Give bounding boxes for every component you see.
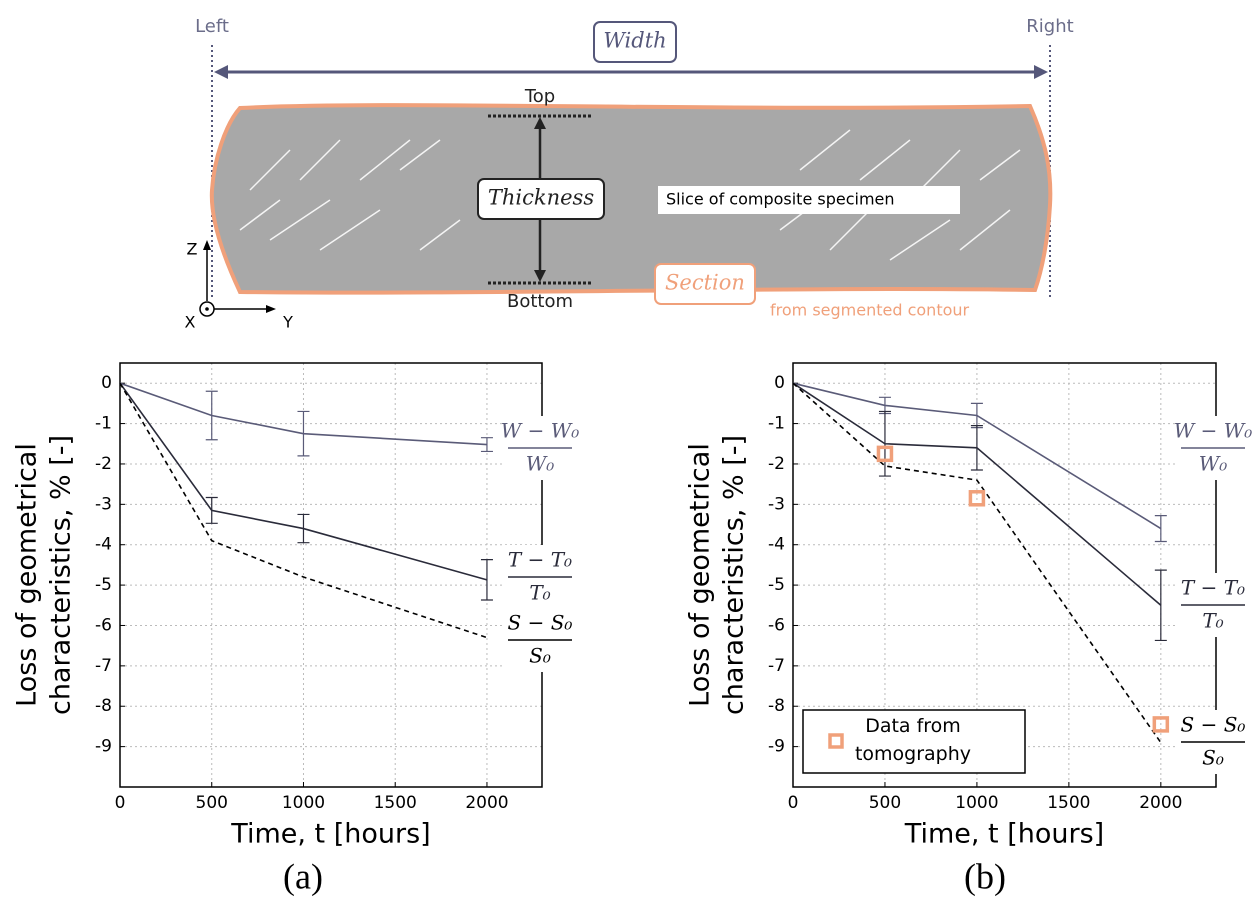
series-label: S₀ [529,644,551,668]
y-tick-label: -9 [768,737,785,757]
y-tick-label: -4 [95,535,112,555]
thickness-box [477,178,605,220]
error-bar [878,410,891,477]
top-label: Top [524,86,555,107]
series-label: W − W₀ [1174,419,1252,443]
error-bar [970,424,983,471]
bottom-label: Bottom [507,291,573,312]
x-tick-label: 1000 [282,793,325,813]
x-label: X [185,313,196,332]
y-tick-label: -4 [768,535,785,555]
y-tick-label: -7 [768,656,785,676]
z-label: Z [187,240,198,259]
x-tick-label: 2000 [1139,793,1182,813]
x-axis-title: Time, t [hours] [230,819,430,850]
y-axis-title: Loss of geometrical [685,443,716,707]
series-label: S − S₀ [508,611,573,635]
x-tick-label: 2000 [465,793,508,813]
tomography-marker [968,490,986,507]
y-label: Y [282,313,293,332]
error-bar [480,437,493,453]
caption: (b) [964,856,1006,896]
y-tick-label: -2 [95,454,112,474]
x-tick-label: 1000 [955,793,998,813]
y-tick-label: -1 [768,414,785,434]
error-bar [205,496,218,524]
x-axis [199,301,215,317]
x-tick-label: 0 [115,793,126,813]
series-label: T − T₀ [508,548,572,572]
y-tick-label: -6 [95,615,112,635]
series-line [792,382,1162,606]
y-axis-title: characteristics, % [-] [46,435,77,715]
y-tick-label: -3 [768,494,785,514]
series-label: W₀ [526,452,555,476]
width-box [593,21,677,63]
width-label: Width [603,29,666,53]
y-tick-label: -7 [95,656,112,676]
x-axis-title: Time, t [hours] [904,819,1104,850]
contour-label: from segmented contour [770,301,970,320]
series-line [792,382,1162,530]
series-label: W − W₀ [501,419,580,443]
y-tick-label: 0 [101,373,112,393]
x-tick-label: 1500 [1047,793,1090,813]
y-tick-label: -5 [95,575,112,595]
series-line [119,382,488,639]
x-tick-label: 500 [869,793,901,813]
y-tick-label: -8 [95,696,112,716]
series-label: T₀ [529,581,550,605]
section-box [654,263,756,305]
y-tick-label: -6 [768,615,785,635]
pores [239,129,1021,261]
series-label: S − S₀ [1181,713,1246,737]
y-tick-label: -3 [95,494,112,514]
y-tick-label: -5 [768,575,785,595]
legend-marker [828,733,844,749]
y-tick-label: -2 [768,454,785,474]
slice-box [658,186,960,214]
section-label: Section [665,271,745,295]
x-tick-label: 500 [196,793,228,813]
plot-frame [119,362,543,788]
y-tick-label: -1 [95,414,112,434]
series-label: W₀ [1199,452,1228,476]
legend-box [802,709,1026,774]
y-tick-label: -8 [768,696,785,716]
legend-label: Data from tomography [854,715,972,765]
error-bar [205,390,218,441]
series-label: T₀ [1202,609,1223,633]
caption: (a) [283,856,323,896]
slice-label: Slice of composite specimen [666,190,895,209]
series-line [119,382,488,581]
x-tick-label: 1500 [374,793,417,813]
thickness-label: Thickness [488,186,594,210]
error-bar [480,559,493,601]
series-line [119,382,488,446]
specimen-diagram: Left Right Width Top Bottom Thickness Sl… [185,16,1074,332]
x-tick-label: 0 [788,793,799,813]
specimen [209,103,1053,295]
tomography-marker [1152,716,1170,733]
error-bar [1154,569,1167,642]
x-axis-dot [205,307,209,311]
series-label: S₀ [1202,746,1224,770]
y-tick-label: -9 [95,737,112,757]
y-axis-title: characteristics, % [-] [719,435,750,715]
error-bar [297,513,310,544]
error-bar [297,410,310,457]
y-axis-title: Loss of geometrical [12,443,43,707]
left-label: Left [195,16,229,37]
series-label: T − T₀ [1181,576,1245,600]
y-tick-label: 0 [774,373,785,393]
error-bar [1154,515,1167,543]
right-label: Right [1026,16,1073,37]
tomography-marker [876,445,894,463]
